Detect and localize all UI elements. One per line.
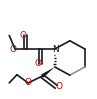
Text: N: N: [52, 45, 59, 54]
Text: O: O: [55, 82, 62, 91]
Polygon shape: [41, 67, 55, 78]
Text: O: O: [20, 31, 27, 40]
Text: O: O: [9, 45, 16, 54]
Text: O: O: [24, 79, 31, 87]
Text: O: O: [34, 59, 41, 68]
